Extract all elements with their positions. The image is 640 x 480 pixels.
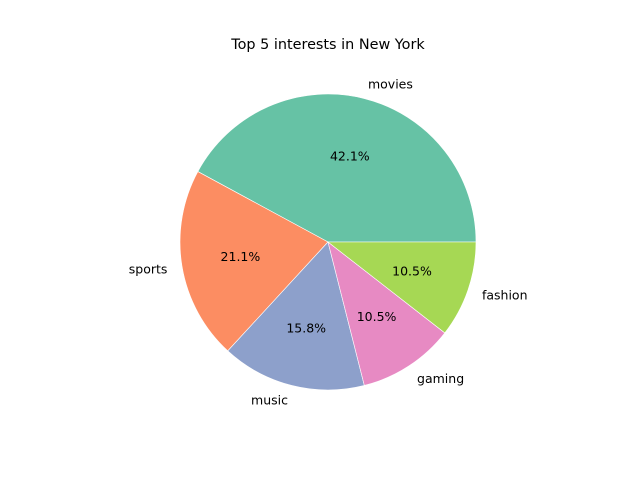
slice-percent-movies: 42.1% bbox=[330, 148, 370, 163]
pie-slice-sports bbox=[179, 171, 329, 352]
slice-label-movies: movies bbox=[368, 77, 413, 92]
slice-percent-fashion: 10.5% bbox=[392, 263, 432, 278]
pie-slice-movies bbox=[197, 93, 477, 243]
slice-percent-gaming: 10.5% bbox=[357, 309, 397, 324]
pie-slices bbox=[179, 93, 477, 391]
pie-labels: movies 42.1% sports 21.1% music 15.8% gaming 10… bbox=[129, 77, 528, 408]
pie-slice-gaming bbox=[327, 241, 446, 386]
pie-slice-fashion bbox=[327, 241, 477, 334]
slice-label-gaming: gaming bbox=[417, 371, 464, 386]
chart-title: Top 5 interests in New York bbox=[230, 37, 425, 53]
slice-percent-sports: 21.1% bbox=[221, 249, 261, 264]
slice-label-sports: sports bbox=[129, 261, 168, 276]
slice-label-music: music bbox=[251, 392, 288, 407]
pie-slice-music bbox=[227, 241, 365, 391]
slice-percent-music: 15.8% bbox=[286, 321, 326, 336]
slice-label-fashion: fashion bbox=[482, 287, 528, 302]
